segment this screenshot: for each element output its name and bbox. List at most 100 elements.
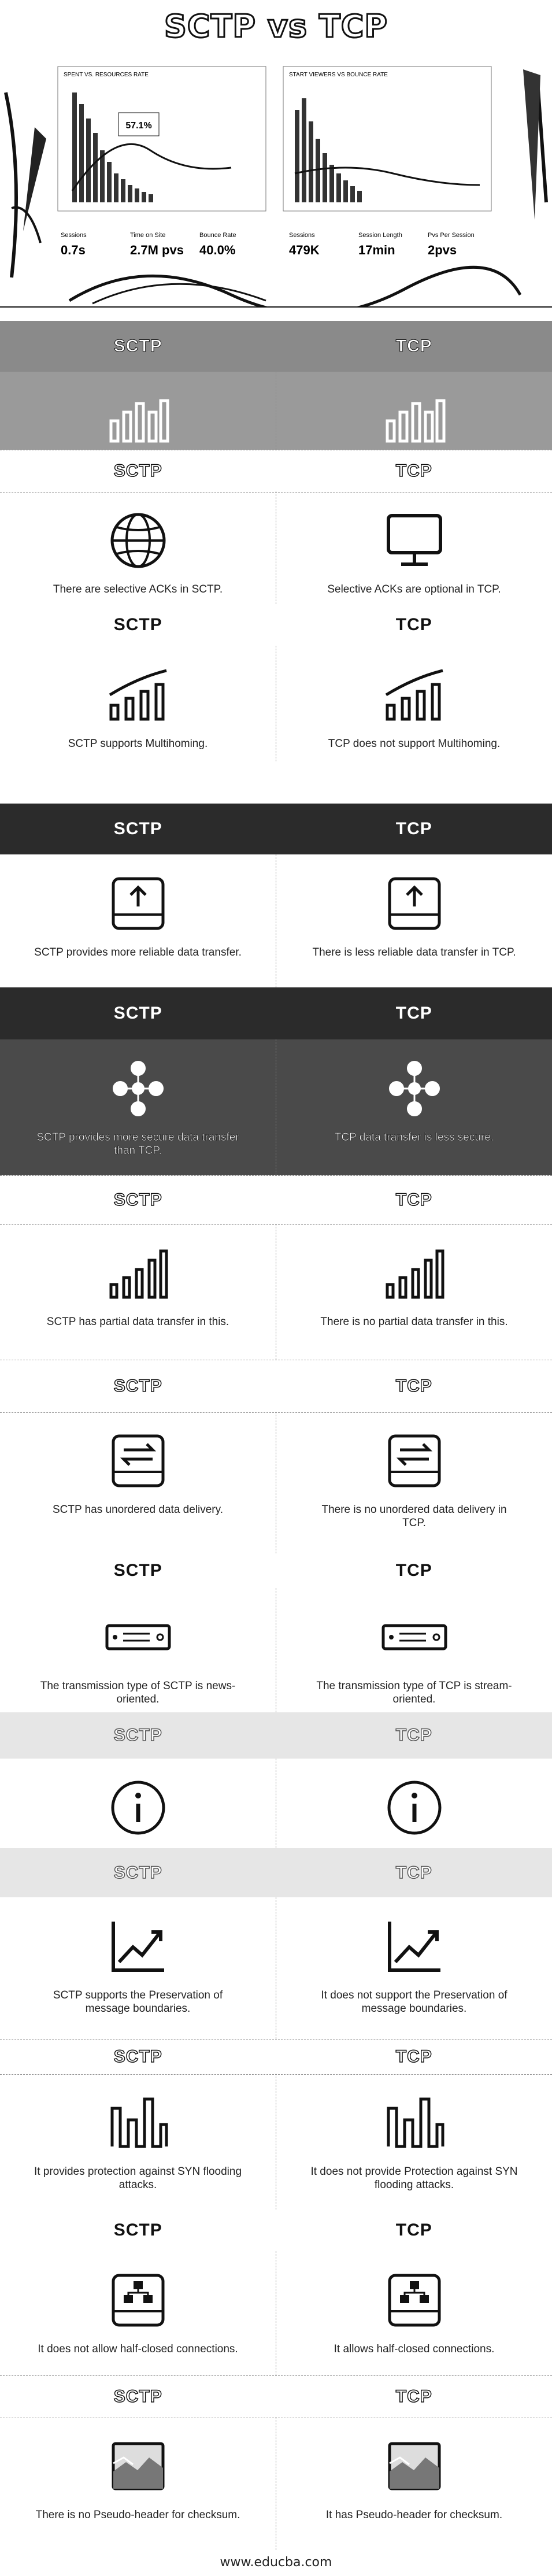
tcp-cell: It has Pseudo-header for checksum. bbox=[276, 2417, 552, 2550]
header-tcp: TCP bbox=[395, 1190, 432, 1210]
tcp-description: TCP does not support Multihoming. bbox=[328, 738, 501, 750]
column-header-row: SCTP TCP bbox=[0, 321, 552, 372]
column-header-row: SCTP TCP bbox=[0, 1553, 552, 1588]
sctp-cell: SCTP supports Multihoming. bbox=[0, 646, 276, 761]
tcp-description: Selective ACKs are optional in TCP. bbox=[327, 583, 501, 595]
hero-left-chart-title: SPENT VS. RESOURCES RATE bbox=[64, 72, 149, 78]
sctp-description: SCTP supports Multihoming. bbox=[68, 738, 208, 750]
column-header-row: SCTP TCP bbox=[0, 2375, 552, 2418]
tcp-description: There is less reliable data transfer in … bbox=[312, 946, 516, 958]
header-sctp: SCTP bbox=[113, 2220, 162, 2240]
sctp-cell: SCTP provides more reliable data transfe… bbox=[0, 854, 276, 987]
sctp-description: It does not allow half-closed connection… bbox=[38, 2343, 238, 2355]
tcp-cell: There is no unordered data delivery in T… bbox=[276, 1412, 552, 1553]
tcp-description: It allows half-closed connections. bbox=[334, 2343, 495, 2355]
header-sctp: SCTP bbox=[113, 461, 162, 481]
header-tcp: TCP bbox=[395, 2386, 432, 2407]
tcp-description: It does not support the Preservation of … bbox=[321, 1989, 507, 2015]
tcp-cell: Selective ACKs are optional in TCP. bbox=[276, 491, 552, 604]
header-tcp: TCP bbox=[395, 1004, 432, 1023]
sctp-cell: It does not allow half-closed connection… bbox=[0, 2251, 276, 2375]
footer-url: www.educba.com bbox=[220, 2555, 332, 2570]
comparison-row: SCTP has partial data transfer in this. T… bbox=[0, 1224, 552, 1360]
header-sctp: SCTP bbox=[113, 819, 162, 838]
sctp-description: The transmission type of SCTP is news-or… bbox=[40, 1680, 236, 1705]
upload-drive-icon bbox=[380, 872, 449, 935]
sctp-description: SCTP has partial data transfer in this. bbox=[46, 1316, 229, 1328]
transfer-drive-icon bbox=[103, 1429, 173, 1493]
column-header-row: SCTP TCP bbox=[0, 604, 552, 646]
column-header-row: SCTP TCP bbox=[0, 1360, 552, 1413]
hero-metric-value: 2pvs bbox=[428, 243, 457, 257]
tcp-cell: It does not provide Protection against S… bbox=[276, 2074, 552, 2209]
globe-icon bbox=[103, 509, 173, 572]
hero-metric-value: 479K bbox=[289, 243, 320, 257]
header-sctp: SCTP bbox=[113, 1376, 162, 1396]
column-header-row: SCTP TCP bbox=[0, 2039, 552, 2075]
column-header-row: SCTP TCP bbox=[0, 1175, 552, 1225]
upload-drive-icon bbox=[103, 872, 173, 935]
header-sctp: SCTP bbox=[113, 2386, 162, 2407]
column-bars-icon bbox=[380, 2091, 449, 2155]
column-header-row: SCTP TCP bbox=[0, 804, 552, 854]
hero-metric-value: 0.7s bbox=[61, 243, 86, 257]
sctp-description: There is no Pseudo-header for checksum. bbox=[35, 2509, 240, 2521]
hero-metric-label: Time on Site bbox=[130, 232, 165, 239]
header-tcp: TCP bbox=[395, 461, 432, 481]
tcp-cell: It does not support the Preservation of … bbox=[276, 1897, 552, 2039]
sctp-cell: The transmission type of SCTP is news-or… bbox=[0, 1588, 276, 1712]
hero-metric-value: 17min bbox=[358, 243, 395, 257]
hero-metric-value: 40.0% bbox=[199, 243, 235, 257]
comparison-row: SCTP supports Multihoming. TCP does not s… bbox=[0, 646, 552, 761]
sctp-cell: SCTP has partial data transfer in this. bbox=[0, 1224, 276, 1360]
sctp-cell: It provides protection against SYN flood… bbox=[0, 2074, 276, 2209]
hero-right-chart-title: START VIEWERS VS BOUNCE RATE bbox=[289, 72, 388, 78]
sctp-cell: It supports multi-streaming. bbox=[0, 372, 276, 470]
bar-chart-icon bbox=[380, 389, 449, 447]
tcp-description: It has Pseudo-header for checksum. bbox=[325, 2509, 503, 2521]
network-drive-icon bbox=[103, 2268, 173, 2332]
comparison-row: It supports multi-streaming.It does not … bbox=[0, 372, 552, 470]
hero-metric-label: Sessions bbox=[61, 232, 87, 239]
header-sctp: SCTP bbox=[113, 1863, 162, 1883]
hero-metric-label: Sessions bbox=[289, 232, 315, 239]
tcp-cell: There is less reliable data transfer in … bbox=[276, 854, 552, 987]
hero-dashboard-image: 57.1% SPENT VS. RESOURCES RATE START VIE… bbox=[0, 58, 552, 308]
sctp-cell: SCTP supports the Preservation of messag… bbox=[0, 1897, 276, 2039]
rising-bars-icon bbox=[380, 663, 449, 727]
sctp-cell: SCTP has unordered data delivery. bbox=[0, 1412, 276, 1553]
sctp-description: SCTP has unordered data delivery. bbox=[52, 1504, 224, 1516]
info-circle-icon bbox=[380, 1776, 449, 1840]
comparison-row: There is no Pseudo-header for checksum. I… bbox=[0, 2417, 552, 2550]
signal-bars-icon bbox=[380, 1241, 449, 1305]
trend-up-icon bbox=[380, 1915, 449, 1978]
header-tcp: TCP bbox=[395, 2220, 432, 2240]
info-circle-icon bbox=[103, 1776, 173, 1840]
image-frame-icon bbox=[380, 2434, 449, 2498]
hero-badge: 57.1% bbox=[125, 121, 151, 131]
bar-chart-icon bbox=[103, 389, 173, 447]
column-header-row: SCTP TCP bbox=[0, 1712, 552, 1759]
header-tcp: TCP bbox=[395, 819, 432, 838]
tcp-cell: There is no partial data transfer in thi… bbox=[276, 1224, 552, 1360]
sctp-cell: There is no Pseudo-header for checksum. bbox=[0, 2417, 276, 2550]
tcp-cell: The transmission type of TCP is stream-o… bbox=[276, 1588, 552, 1712]
tcp-description: There is no partial data transfer in thi… bbox=[320, 1316, 508, 1328]
header-tcp: TCP bbox=[395, 615, 432, 634]
tcp-cell: It allows half-closed connections. bbox=[276, 2251, 552, 2375]
header-tcp: TCP bbox=[395, 1376, 432, 1396]
tcp-description: TCP data transfer is less secure. bbox=[334, 1131, 494, 1144]
header-sctp: SCTP bbox=[113, 2046, 162, 2067]
hero-metric-label: Session Length bbox=[358, 232, 402, 239]
sctp-description: SCTP provides more secure data transfer … bbox=[36, 1131, 239, 1157]
trend-up-icon bbox=[103, 1915, 173, 1978]
header-sctp: SCTP bbox=[113, 336, 162, 356]
tcp-cell: TCP data transfer is less secure. bbox=[276, 1039, 552, 1175]
comparison-row: There are selective ACKs in SCTP. Selecti… bbox=[0, 491, 552, 604]
tcp-description: It does not provide Protection against S… bbox=[310, 2166, 518, 2191]
hero-metric-label: Bounce Rate bbox=[199, 232, 236, 239]
network-nodes-icon bbox=[103, 1057, 173, 1120]
monitor-icon bbox=[380, 509, 449, 572]
header-tcp: TCP bbox=[395, 1725, 432, 1745]
network-drive-icon bbox=[380, 2268, 449, 2332]
